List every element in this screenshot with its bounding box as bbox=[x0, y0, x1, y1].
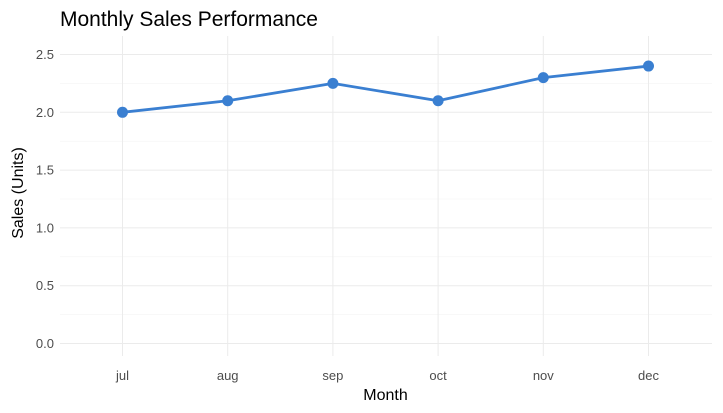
y-tick-label: 0.0 bbox=[36, 336, 54, 351]
x-axis-ticks: jul aug sep oct nov dec bbox=[115, 368, 659, 383]
x-axis-title: Month bbox=[363, 387, 407, 404]
x-tick-label: oct bbox=[429, 368, 447, 383]
x-tick-label: nov bbox=[533, 368, 554, 383]
x-tick-label: aug bbox=[217, 368, 239, 383]
y-tick-label: 0.5 bbox=[36, 278, 54, 293]
data-point bbox=[327, 77, 339, 89]
x-tick-label: dec bbox=[638, 368, 659, 383]
y-axis-title: Sales (Units) bbox=[10, 147, 27, 239]
data-point bbox=[222, 95, 234, 107]
series-line bbox=[121, 64, 650, 114]
y-tick-label: 2.0 bbox=[36, 105, 54, 120]
data-point bbox=[432, 95, 444, 107]
x-tick-label: jul bbox=[115, 368, 129, 383]
y-axis-ticks: 0.0 0.5 1.0 1.5 2.0 2.5 bbox=[36, 47, 54, 351]
y-tick-label: 1.5 bbox=[36, 163, 54, 178]
y-tick-label: 2.5 bbox=[36, 47, 54, 62]
data-point bbox=[537, 72, 549, 84]
data-point bbox=[643, 60, 654, 72]
data-point bbox=[117, 106, 128, 118]
series-layer bbox=[117, 60, 654, 118]
x-tick-label: sep bbox=[322, 368, 343, 383]
chart-title: Monthly Sales Performance bbox=[60, 8, 318, 31]
y-tick-label: 1.0 bbox=[36, 220, 54, 235]
grid bbox=[60, 36, 712, 356]
